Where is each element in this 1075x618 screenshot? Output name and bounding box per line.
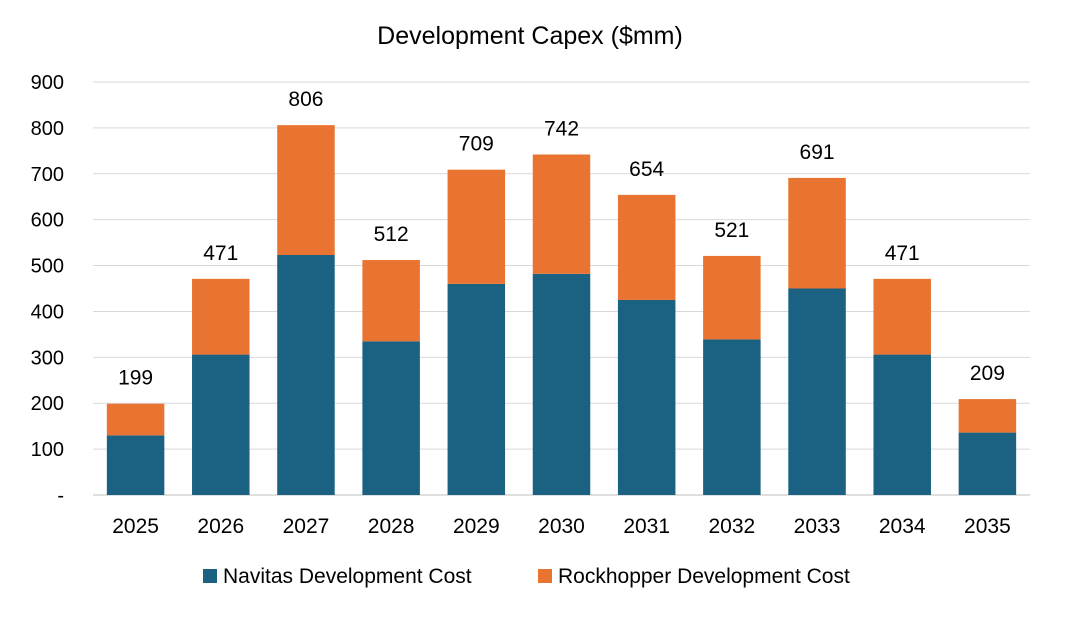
data-label-total-2030: 742 <box>544 118 579 141</box>
legend-label-rockhopper: Rockhopper Development Cost <box>558 565 850 588</box>
x-tick-label-2028: 2028 <box>368 515 415 538</box>
bar-navitas-2033 <box>788 288 846 495</box>
x-axis-ticks: 2025 2026 2027 2028 2029 2030 2031 2032 2033 2034… <box>112 515 1011 538</box>
bar-rockhopper-2028 <box>362 260 420 342</box>
x-tick-label-2026: 2026 <box>197 515 244 538</box>
bar-rockhopper-2034 <box>873 278 931 355</box>
x-tick-label-2025: 2025 <box>112 515 159 538</box>
data-label-total-2033: 691 <box>800 141 835 164</box>
y-tick-label: 500 <box>31 256 64 278</box>
data-label-total-2035: 209 <box>970 362 1005 385</box>
bar-navitas-2027 <box>277 255 335 495</box>
x-tick-label-2029: 2029 <box>453 515 500 538</box>
bar-rockhopper-2033 <box>788 177 846 289</box>
bar-rockhopper-2031 <box>617 194 676 300</box>
bar-rockhopper-2030 <box>532 154 591 274</box>
x-tick-label-2031: 2031 <box>623 515 670 538</box>
y-tick-label: 900 <box>31 72 64 94</box>
y-tick-label: 200 <box>31 393 64 415</box>
legend-swatch-navitas <box>203 569 217 583</box>
bar-navitas-2028 <box>362 341 420 495</box>
bar-rockhopper-2032 <box>703 255 761 340</box>
y-tick-label: 100 <box>31 439 64 461</box>
y-tick-label: - <box>57 485 64 507</box>
bar-rockhopper-2027 <box>277 125 335 256</box>
data-label-total-2034: 471 <box>885 242 920 265</box>
x-tick-label-2033: 2033 <box>794 515 841 538</box>
legend-label-navitas: Navitas Development Cost <box>223 565 472 588</box>
x-tick-label-2030: 2030 <box>538 515 585 538</box>
bar-rockhopper-2035 <box>958 399 1017 433</box>
bar-navitas-2030 <box>532 273 591 495</box>
x-tick-label-2032: 2032 <box>709 515 756 538</box>
data-labels: 199 471 806 512 709 742 654 521 691 471 209 <box>118 88 1005 390</box>
data-label-total-2027: 806 <box>288 88 323 111</box>
legend-swatch-rockhopper <box>538 569 552 583</box>
bar-navitas-2029 <box>447 283 506 495</box>
x-tick-label-2035: 2035 <box>964 515 1011 538</box>
data-label-total-2031: 654 <box>629 158 664 181</box>
bar-navitas-2035 <box>958 432 1017 495</box>
bar-rockhopper-2029 <box>447 169 506 284</box>
data-label-total-2029: 709 <box>459 133 494 156</box>
y-tick-label: 600 <box>31 210 64 232</box>
bar-navitas-2034 <box>873 354 931 495</box>
bar-rockhopper-2026 <box>192 278 250 355</box>
bar-navitas-2026 <box>192 354 250 495</box>
data-label-total-2025: 199 <box>118 367 153 390</box>
bar-navitas-2032 <box>703 339 761 495</box>
y-axis-ticks: - 100 200 300 400 500 600 700 800 900 <box>31 72 64 507</box>
bar-navitas-2031 <box>617 299 676 495</box>
x-tick-label-2034: 2034 <box>879 515 926 538</box>
bars <box>106 125 1017 495</box>
y-tick-label: 300 <box>31 347 64 369</box>
y-tick-label: 400 <box>31 301 64 323</box>
bar-rockhopper-2025 <box>106 403 165 436</box>
bar-navitas-2025 <box>106 435 165 495</box>
x-tick-label-2027: 2027 <box>283 515 330 538</box>
y-tick-label: 800 <box>31 118 64 140</box>
legend: Navitas Development Cost Rockhopper Devel… <box>203 565 850 588</box>
data-label-total-2026: 471 <box>203 242 238 265</box>
y-tick-label: 700 <box>31 164 64 186</box>
data-label-total-2032: 521 <box>714 219 749 242</box>
data-label-total-2028: 512 <box>374 223 409 246</box>
chart-title: Development Capex ($mm) <box>377 22 683 50</box>
